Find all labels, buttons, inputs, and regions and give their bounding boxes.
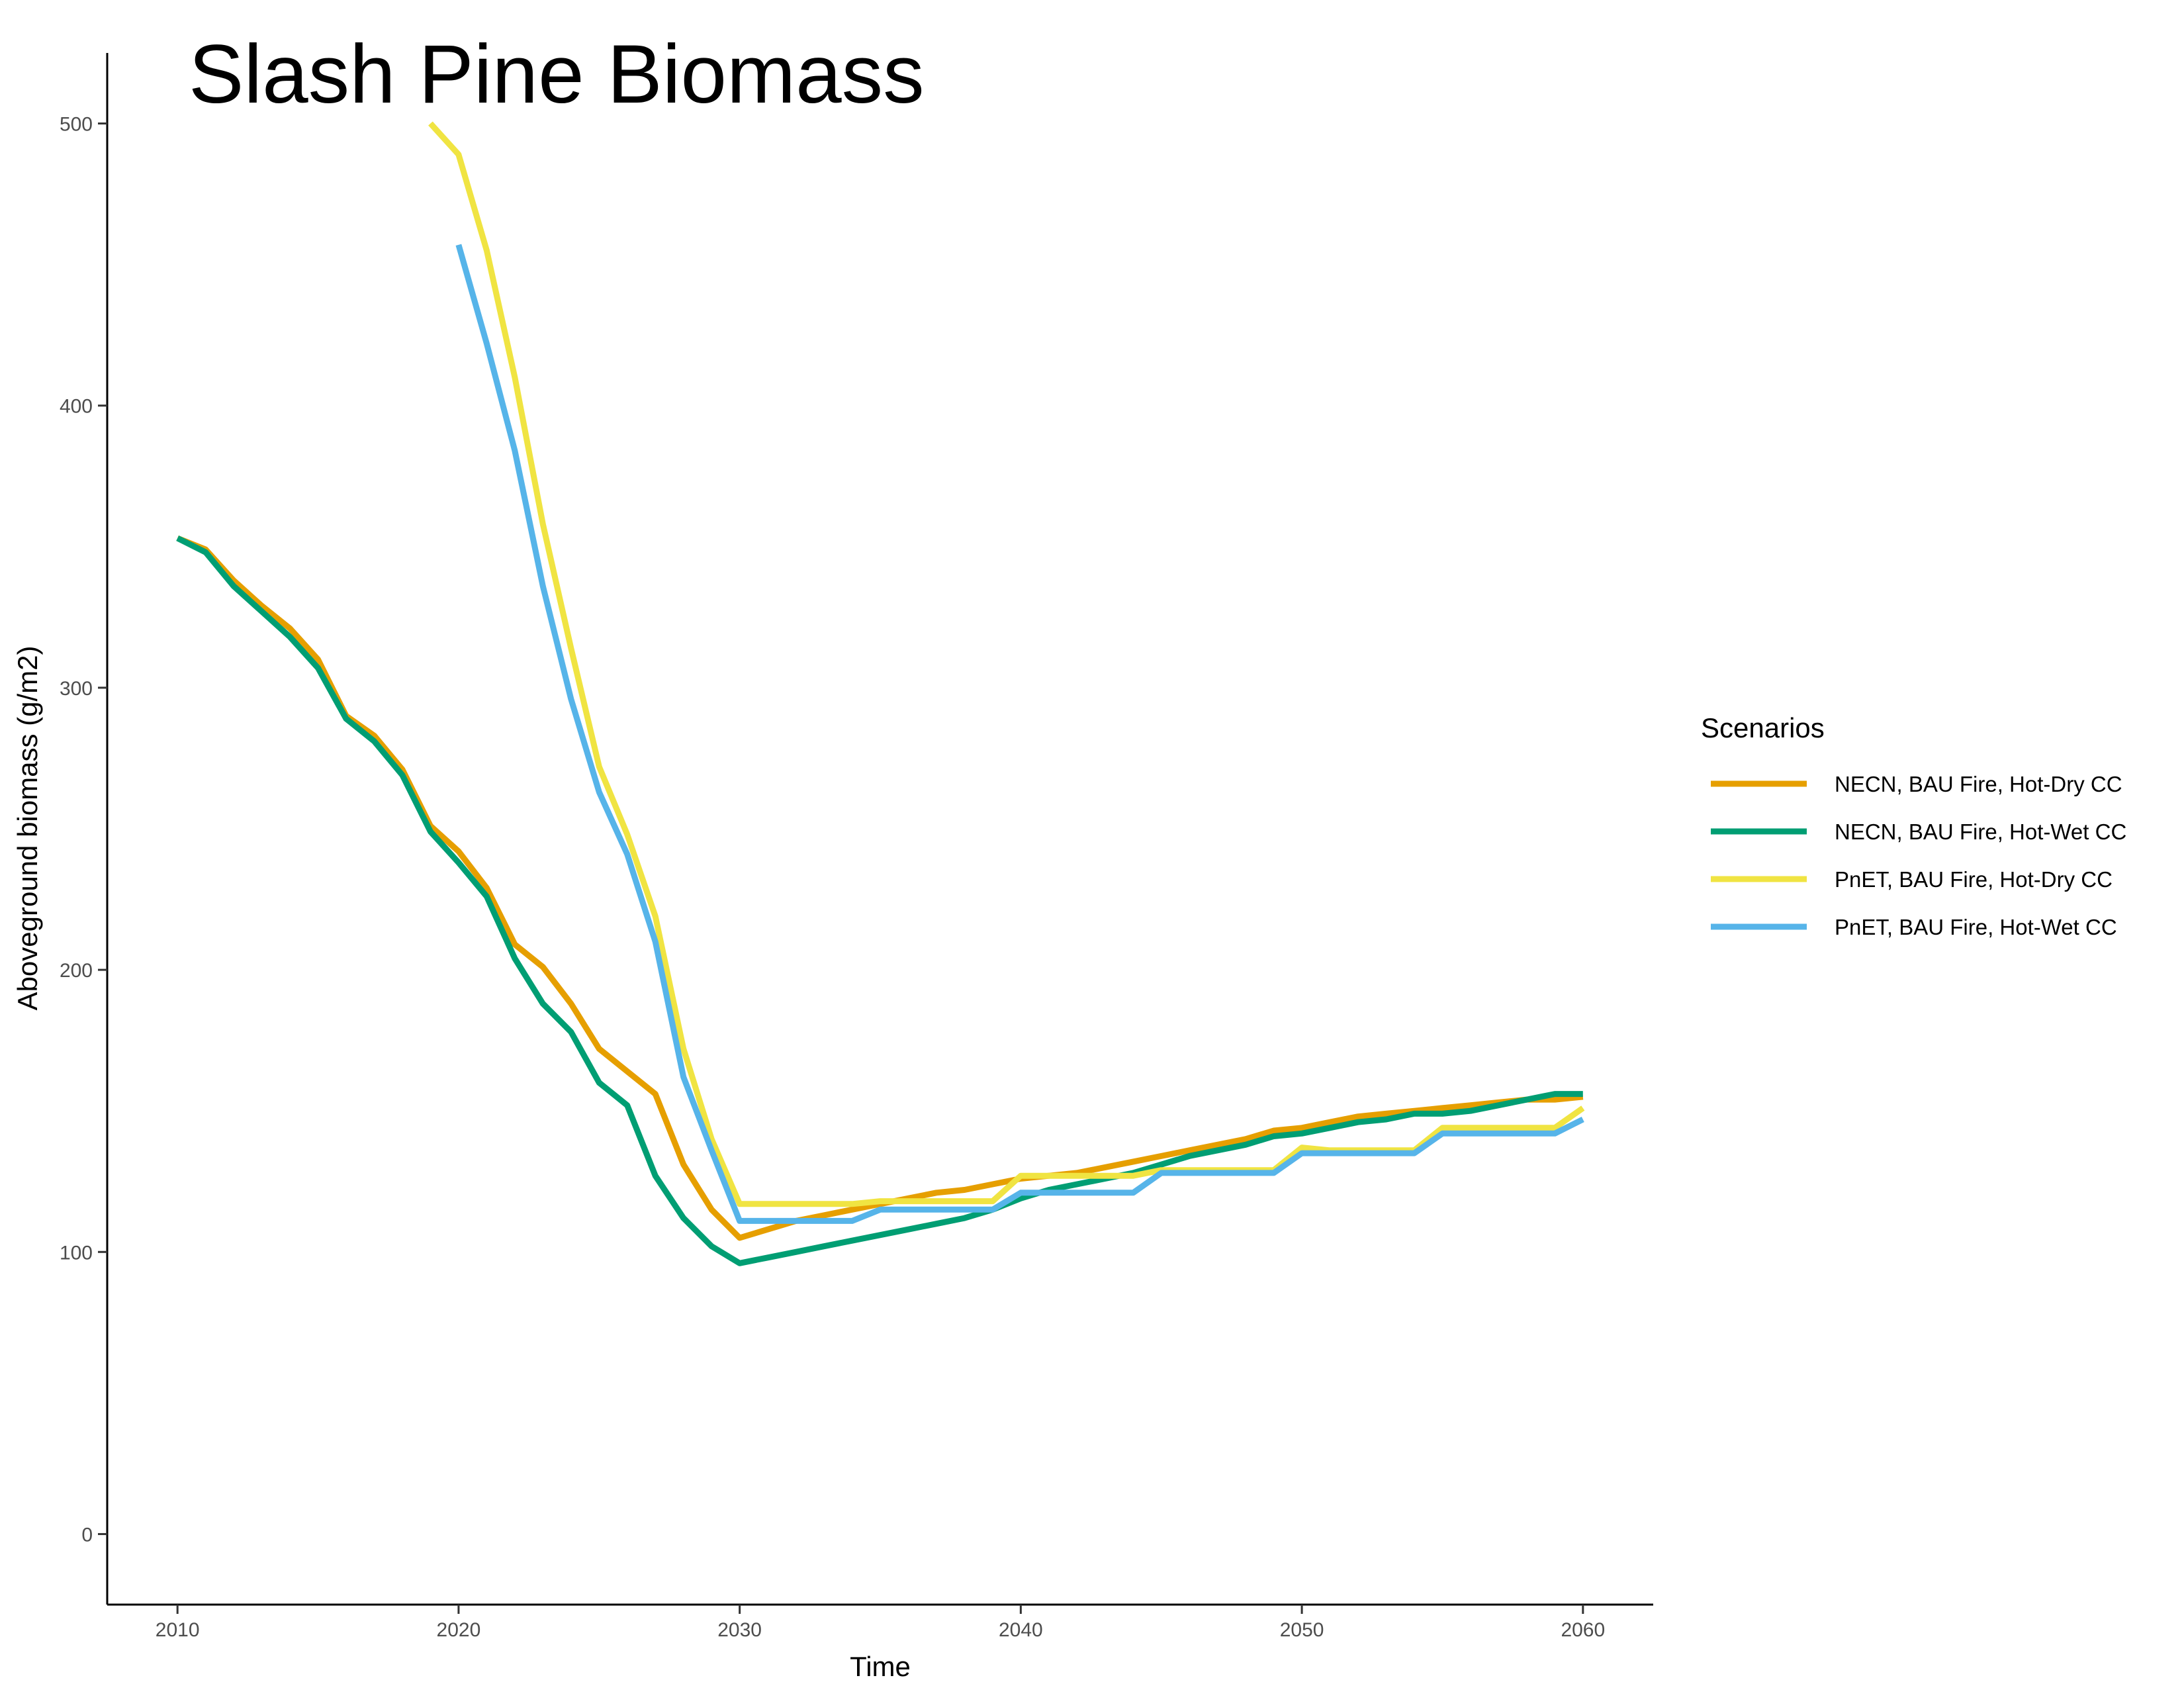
x-axis-ticks: 2010 2020 2030 2040 2050 2060 xyxy=(156,1605,1605,1641)
legend-label-2: NECN, BAU Fire, Hot-Wet CC xyxy=(1835,820,2126,844)
legend-label-1: NECN, BAU Fire, Hot-Dry CC xyxy=(1835,772,2122,796)
legend-items: NECN, BAU Fire, Hot-Dry CC NECN, BAU Fire… xyxy=(1711,772,2126,939)
y-tick-label: 300 xyxy=(60,678,93,700)
x-tick-label: 2040 xyxy=(999,1619,1043,1641)
series-line-2 xyxy=(176,535,1583,1266)
legend-label-4: PnET, BAU Fire, Hot-Wet CC xyxy=(1835,915,2117,939)
legend-title: Scenarios xyxy=(1701,712,1825,743)
x-tick-label: 2030 xyxy=(717,1619,762,1641)
y-axis-title: Aboveground biomass (g/m2) xyxy=(12,646,43,1011)
y-tick-label: 400 xyxy=(60,396,93,418)
y-tick-label: 200 xyxy=(60,960,93,982)
x-tick-label: 2020 xyxy=(437,1619,481,1641)
legend-label-3: PnET, BAU Fire, Hot-Dry CC xyxy=(1835,867,2113,892)
y-tick-label: 0 xyxy=(81,1524,93,1546)
y-tick-label: 100 xyxy=(60,1242,93,1264)
series-line-4 xyxy=(455,244,1584,1224)
x-tick-label: 2050 xyxy=(1280,1619,1324,1641)
x-tick-label: 2060 xyxy=(1561,1619,1605,1641)
y-tick-label: 500 xyxy=(60,114,93,136)
y-axis-ticks: 0 100 200 300 400 500 xyxy=(60,114,107,1546)
chart-title: Slash Pine Biomass xyxy=(189,28,925,120)
x-axis-title: Time xyxy=(850,1651,911,1682)
legend: Scenarios NECN, BAU Fire, Hot-Dry CCNECN… xyxy=(1701,712,2126,939)
x-tick-label: 2010 xyxy=(156,1619,200,1641)
series-layer xyxy=(176,121,1585,1266)
